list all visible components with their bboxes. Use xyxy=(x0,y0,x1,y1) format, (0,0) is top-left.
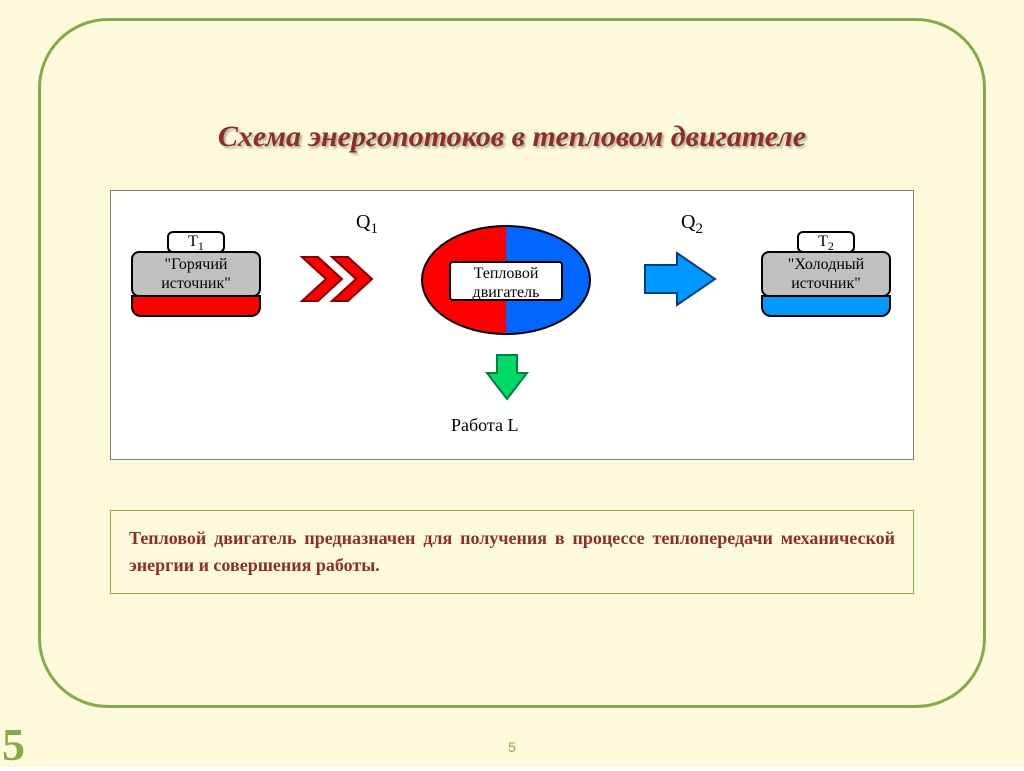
t2-letter: T xyxy=(818,233,828,250)
diagram-container: T1 "Горячий источник" Q1 Тепловой двигат… xyxy=(110,190,914,460)
t1-letter: T xyxy=(188,233,198,250)
hot-t-label: T1 xyxy=(167,231,225,253)
q2-label: Q2 xyxy=(681,211,703,238)
slide-title: Схема энергопотоков в тепловом двигателе xyxy=(0,120,1024,154)
q1-label: Q1 xyxy=(356,211,378,238)
caption-text: Тепловой двигатель предназначен для полу… xyxy=(129,528,895,575)
engine-l1: Тепловой xyxy=(474,265,539,282)
q1-sub: 1 xyxy=(370,221,378,237)
arrow-q2-icon xyxy=(641,249,721,309)
page-number-center: 5 xyxy=(0,739,1024,755)
cold-name-2: источник" xyxy=(791,275,861,292)
cold-t-label: T2 xyxy=(797,231,855,253)
page-number-corner: 5 xyxy=(2,718,25,771)
q1-letter: Q xyxy=(356,211,370,233)
cold-base xyxy=(761,295,891,317)
cold-name-label: "Холодный источник" xyxy=(761,251,891,297)
hot-name-label: "Горячий источник" xyxy=(131,251,261,297)
hot-name-1: "Горячий xyxy=(165,256,228,273)
hot-name-2: источник" xyxy=(161,275,231,292)
engine-l2: двигатель xyxy=(473,284,540,301)
arrow-work-icon xyxy=(485,351,529,405)
engine: Тепловой двигатель xyxy=(421,225,591,335)
work-label: Работа L xyxy=(451,415,519,436)
hot-base xyxy=(131,295,261,317)
caption-box: Тепловой двигатель предназначен для полу… xyxy=(110,510,914,594)
hot-reservoir: T1 "Горячий источник" xyxy=(131,231,261,317)
engine-label: Тепловой двигатель xyxy=(449,261,563,301)
cold-name-1: "Холодный xyxy=(788,256,864,273)
q2-sub: 2 xyxy=(695,221,703,237)
t1-sub: 1 xyxy=(198,239,204,253)
t2-sub: 2 xyxy=(828,239,834,253)
q2-letter: Q xyxy=(681,211,695,233)
cold-reservoir: T2 "Холодный источник" xyxy=(761,231,891,317)
arrow-q1-icon xyxy=(296,251,376,307)
